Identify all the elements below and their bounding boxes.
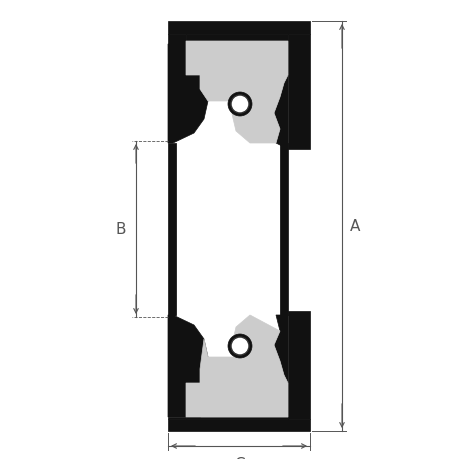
Polygon shape <box>287 311 309 419</box>
Polygon shape <box>168 144 176 315</box>
Polygon shape <box>185 42 200 76</box>
Polygon shape <box>185 383 200 417</box>
Text: A: A <box>349 219 359 234</box>
Polygon shape <box>185 417 287 419</box>
Polygon shape <box>168 35 185 45</box>
Polygon shape <box>168 22 309 35</box>
Polygon shape <box>185 35 287 42</box>
Polygon shape <box>168 45 207 144</box>
Polygon shape <box>274 315 287 417</box>
Text: B: B <box>115 222 126 237</box>
Circle shape <box>230 337 248 355</box>
Text: C: C <box>233 456 244 459</box>
Polygon shape <box>168 315 207 417</box>
Circle shape <box>230 96 248 114</box>
Polygon shape <box>280 144 287 315</box>
Polygon shape <box>287 35 309 150</box>
Polygon shape <box>274 42 287 150</box>
Circle shape <box>228 334 252 358</box>
Polygon shape <box>168 417 185 419</box>
Polygon shape <box>185 42 287 144</box>
Polygon shape <box>185 35 287 45</box>
Polygon shape <box>185 315 287 417</box>
Circle shape <box>228 93 252 117</box>
Polygon shape <box>168 419 309 431</box>
Polygon shape <box>185 417 287 419</box>
